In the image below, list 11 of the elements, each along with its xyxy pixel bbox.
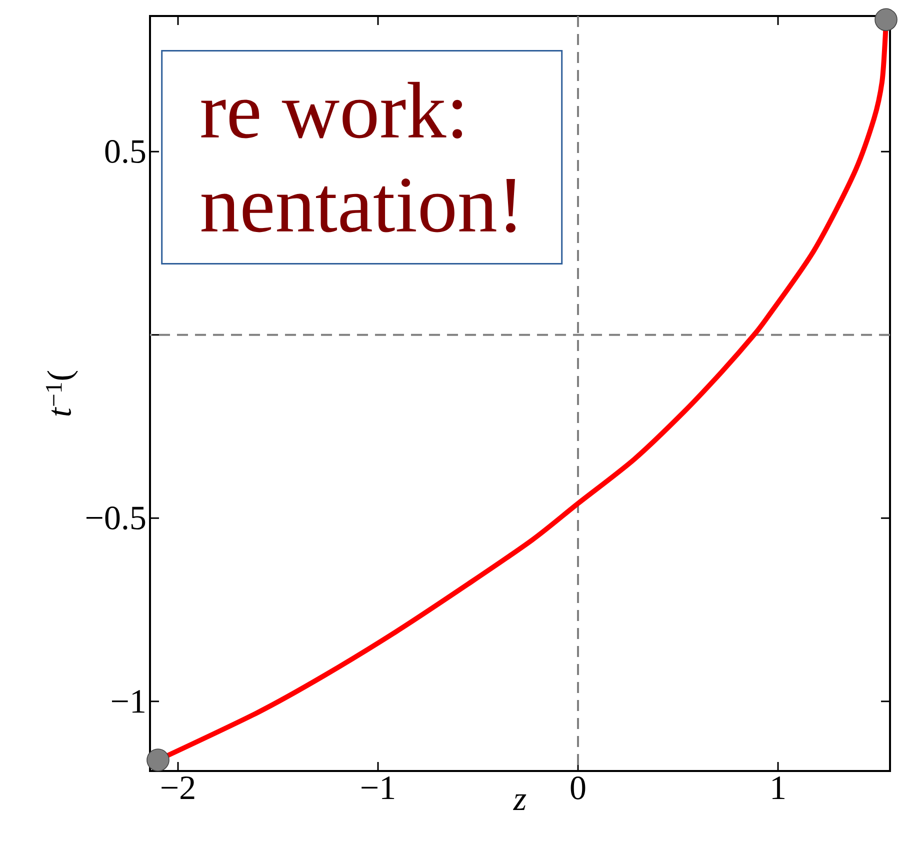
y-tick-label: −0.5 xyxy=(86,506,146,530)
y-tick-label: −1 xyxy=(112,690,144,713)
annotation: re work: xyxy=(201,82,462,139)
x-axis-title: z xyxy=(513,794,526,810)
annotation: nentation! xyxy=(202,178,516,233)
y-axis-title: t$^{−1}$( xyxy=(46,370,78,416)
y-tick-label: 0.5 xyxy=(105,140,146,164)
x-tick-label: 0 xyxy=(570,776,586,800)
x-tick-label: 1 xyxy=(772,776,784,799)
x-tick-label: −2 xyxy=(162,776,194,800)
x-tick-label: −1 xyxy=(362,776,394,799)
